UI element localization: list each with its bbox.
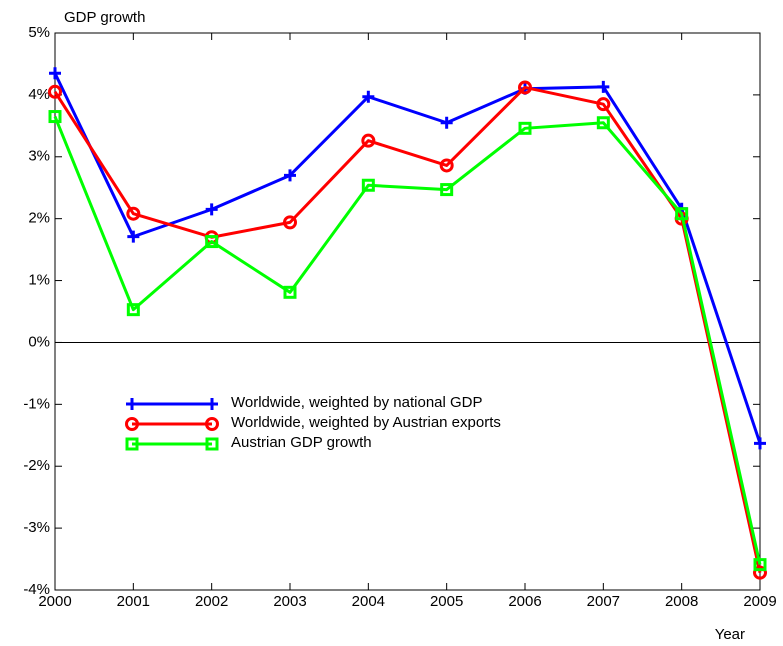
y-tick-label: -3% [23, 519, 50, 536]
plot-frame [54, 32, 761, 591]
legend-marker [126, 398, 138, 410]
x-tick-label: 2004 [352, 593, 385, 610]
marker [675, 207, 689, 221]
legend-marker [125, 437, 139, 451]
x-tick-label: 2005 [430, 593, 463, 610]
y-axis-label: GDP growth [64, 9, 145, 26]
marker [283, 215, 297, 230]
y-tick-label: 3% [28, 148, 50, 165]
y-tick-label: 2% [28, 210, 50, 227]
legend-label: Worldwide, weighted by national GDP [231, 394, 483, 411]
series-line [53, 72, 762, 444]
x-tick-label: 2001 [117, 593, 150, 610]
marker [283, 285, 297, 299]
marker [205, 235, 219, 249]
marker [127, 230, 140, 243]
marker [126, 206, 141, 221]
series-line [53, 85, 762, 573]
x-tick-label: 2007 [587, 593, 620, 610]
marker [440, 183, 454, 197]
marker [753, 558, 767, 572]
marker [205, 203, 218, 216]
marker [440, 116, 453, 129]
legend-label: Austrian GDP growth [231, 434, 372, 451]
marker [126, 303, 140, 317]
x-tick-label: 2008 [665, 593, 698, 610]
legend-marker [125, 417, 139, 431]
y-tick-label: 0% [28, 333, 50, 350]
marker [362, 90, 375, 103]
y-tick-label: -1% [23, 395, 50, 412]
marker [596, 116, 610, 130]
marker [518, 80, 532, 95]
marker [439, 158, 454, 173]
x-tick-label: 2000 [38, 593, 71, 610]
y-tick-label: 1% [28, 272, 50, 289]
marker [49, 67, 61, 80]
marker [596, 97, 611, 112]
legend-marker [206, 398, 218, 410]
y-tick-label: -4% [23, 581, 50, 598]
y-tick-label: 5% [28, 24, 50, 41]
marker [284, 169, 296, 182]
marker [361, 133, 376, 148]
x-axis-label: Year [715, 626, 745, 643]
x-tick-label: 2003 [273, 593, 306, 610]
marker [753, 565, 767, 580]
marker [518, 121, 532, 135]
legend-marker [205, 417, 219, 431]
marker [361, 178, 375, 192]
y-tick-label: -2% [23, 457, 50, 474]
y-tick-label: 4% [28, 86, 50, 103]
x-tick-label: 2002 [195, 593, 228, 610]
x-tick-label: 2006 [508, 593, 541, 610]
marker [48, 84, 62, 99]
legend-label: Worldwide, weighted by Austrian exports [231, 414, 501, 431]
legend-marker [205, 437, 219, 451]
marker [48, 110, 62, 124]
marker [597, 80, 610, 93]
series-line [53, 115, 762, 565]
x-tick-label: 2009 [743, 593, 776, 610]
marker [754, 437, 766, 450]
